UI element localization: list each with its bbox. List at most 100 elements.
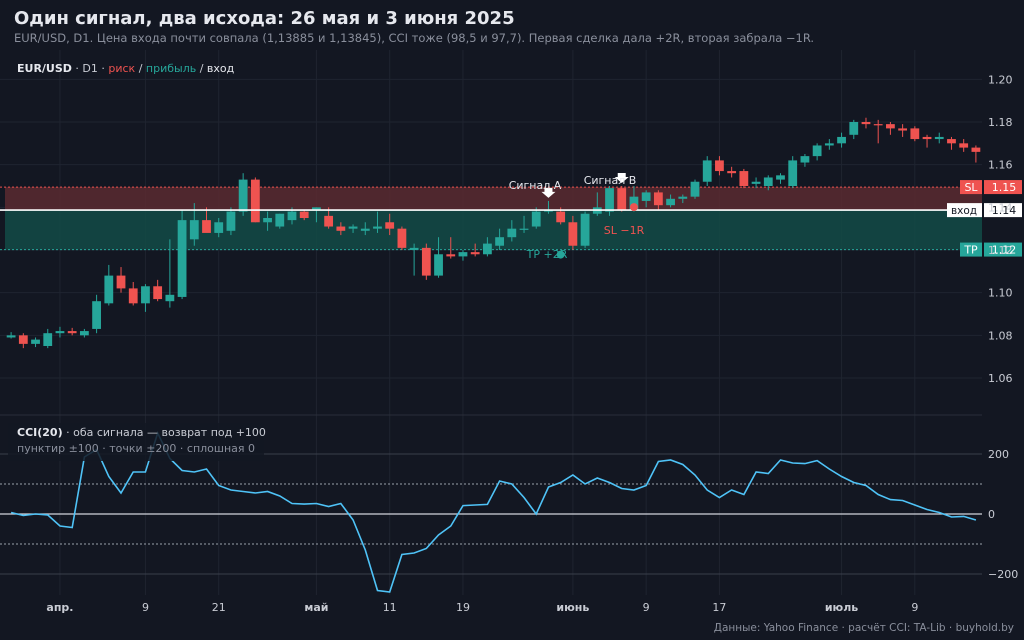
candle-body	[812, 145, 822, 157]
level-tags	[947, 180, 1022, 257]
cci-legend: CCI(20) · оба сигнала — возврат под +100	[17, 426, 266, 439]
legend-sep2: /	[196, 62, 207, 75]
candle-body	[617, 188, 627, 211]
candle-body	[6, 335, 16, 338]
candle-body	[250, 179, 260, 223]
candle-body	[898, 128, 908, 131]
sl-tag-box	[960, 180, 982, 195]
candle	[373, 211, 382, 233]
candle-body	[409, 247, 419, 250]
candle-body	[397, 228, 407, 248]
candle-body	[226, 211, 236, 231]
candle-body	[214, 222, 224, 233]
signal-a-label: Сигнал A	[509, 179, 562, 192]
candle-body	[202, 220, 211, 233]
x-tick-label: 21	[212, 601, 226, 614]
cci-tick-label: 200	[988, 448, 1009, 461]
candle	[67, 327, 77, 336]
candle	[568, 215, 578, 250]
candle-body	[348, 226, 358, 229]
candle	[275, 213, 285, 229]
candle-body	[336, 226, 346, 231]
candle-body	[776, 175, 785, 180]
candle	[348, 224, 358, 233]
candle-body	[568, 222, 578, 246]
sl-hit-label: SL −1R	[604, 224, 645, 237]
candle-body	[470, 252, 480, 255]
candle	[873, 119, 883, 144]
candle	[800, 154, 810, 167]
x-tick-label: июнь	[556, 601, 589, 614]
candle-body	[800, 156, 810, 163]
candle-body	[92, 301, 101, 329]
candle	[605, 186, 614, 216]
candle	[397, 226, 407, 250]
candle	[360, 222, 370, 236]
candle	[971, 145, 981, 163]
candle	[776, 173, 785, 184]
candle	[763, 175, 773, 191]
candle-body	[580, 213, 590, 246]
candle-body	[605, 188, 614, 212]
legend-entry: вход	[207, 62, 235, 75]
price-tick-label: 1.10	[988, 287, 1013, 300]
candle-body	[959, 143, 969, 148]
legend-risk: риск	[108, 62, 135, 75]
candle-body	[275, 213, 285, 227]
candle-body	[18, 335, 28, 344]
candle	[153, 279, 163, 302]
x-tick-label: 9	[911, 601, 918, 614]
signal-a-arrow	[541, 187, 556, 198]
candle	[92, 294, 101, 334]
price-tick-label: 1.08	[988, 329, 1013, 342]
legend-profit: прибыль	[146, 62, 196, 75]
annotations: Сигнал A Сигнал B TP +2R SL −1R SL 1.15 …	[509, 174, 1017, 261]
candle	[165, 239, 175, 308]
candle-body	[739, 171, 749, 186]
candle	[653, 190, 663, 210]
candle-body	[385, 222, 395, 229]
candle-body	[971, 147, 981, 152]
signal-b-label: Сигнал B	[584, 174, 637, 187]
price-tick-label: 1.06	[988, 372, 1013, 385]
candle-body	[531, 211, 541, 227]
price-tick-label: 1.18	[988, 116, 1013, 129]
x-tick-label: 11	[383, 601, 397, 614]
signal-b-arrow	[614, 173, 629, 183]
candle-body	[849, 122, 859, 135]
x-tick-label: 9	[643, 601, 650, 614]
tp-value: 1.12	[992, 244, 1017, 257]
candle-body	[177, 220, 187, 297]
tp-label: TP +2R	[526, 248, 568, 261]
candle-body	[189, 220, 199, 240]
risk-band	[5, 187, 982, 211]
candle-body	[507, 228, 517, 238]
candle	[934, 132, 944, 144]
candle	[959, 139, 969, 152]
candle	[702, 156, 712, 186]
candle-body	[861, 122, 871, 125]
cci-tick-label: 0	[988, 508, 995, 521]
price-tick-label: 1.16	[988, 159, 1013, 172]
candle	[43, 328, 53, 349]
candle	[18, 333, 28, 349]
candle	[812, 143, 822, 161]
candle	[116, 267, 126, 293]
candle-body	[519, 228, 529, 230]
candle	[727, 166, 737, 178]
chart-subtitle: EUR/USD, D1. Цена входа почти совпала (1…	[14, 31, 815, 45]
candle	[861, 117, 871, 129]
candle-body	[763, 177, 773, 186]
legend-sep1: /	[135, 62, 146, 75]
legends: EUR/USD · D1 · риск / прибыль / вход CCI…	[8, 62, 266, 461]
sl-hit-dot	[629, 203, 638, 212]
candle	[470, 243, 480, 257]
x-tick-label: 19	[456, 601, 470, 614]
candle-body	[715, 160, 724, 172]
entry-tag-box	[947, 203, 982, 218]
candle	[202, 207, 211, 233]
x-tick-label: май	[304, 601, 328, 614]
candle	[104, 264, 114, 306]
candle-body	[922, 136, 932, 140]
